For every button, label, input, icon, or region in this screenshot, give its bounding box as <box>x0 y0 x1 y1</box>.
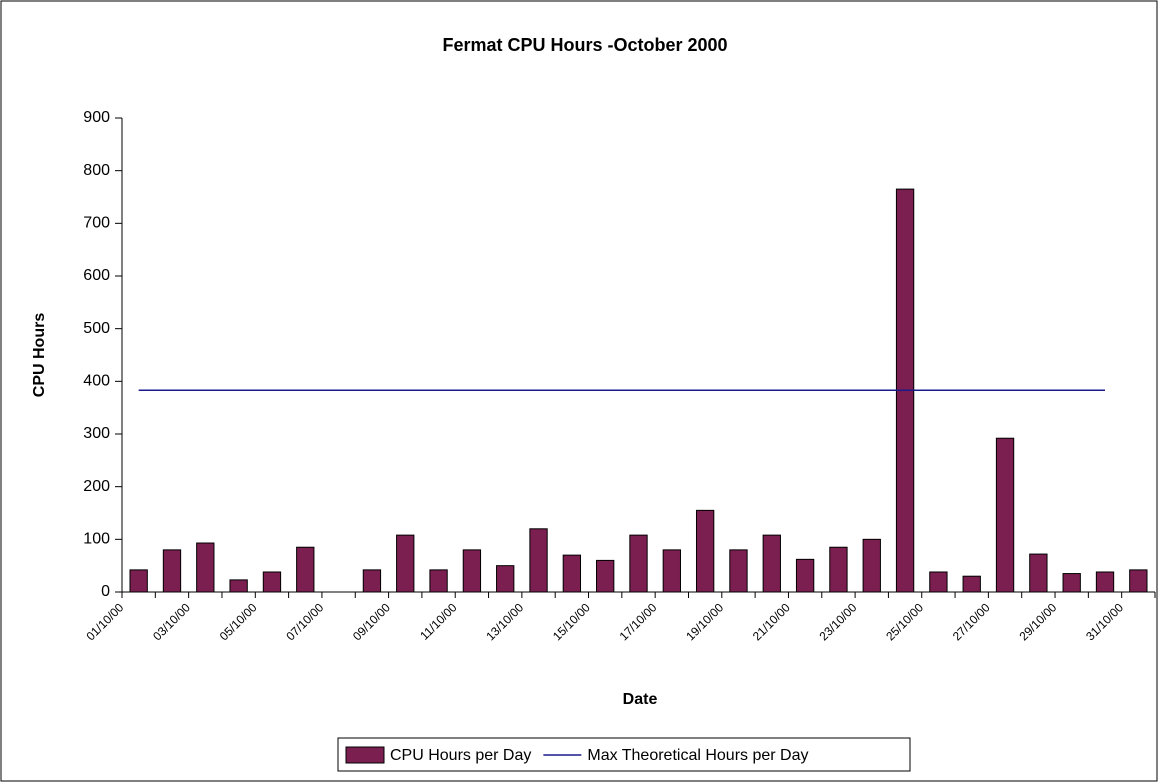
bar <box>662 549 681 593</box>
bar <box>1095 571 1115 593</box>
bar <box>129 569 148 593</box>
bar <box>429 569 448 593</box>
y-tick-label: 600 <box>83 267 110 284</box>
y-tick-label: 100 <box>83 531 110 548</box>
chart-title: Fermat CPU Hours -October 2000 <box>442 35 727 55</box>
legend-swatch <box>345 746 385 764</box>
bar <box>1129 569 1148 593</box>
y-tick-label: 500 <box>83 320 110 337</box>
bar <box>795 558 815 593</box>
bar <box>196 542 215 593</box>
bar <box>496 565 515 593</box>
bar <box>862 538 881 593</box>
bar <box>1062 573 1081 593</box>
bar <box>462 549 482 593</box>
y-tick-label: 800 <box>83 162 110 179</box>
x-axis-title: Date <box>623 691 658 708</box>
bar <box>629 534 648 593</box>
y-axis-title: CPU Hours <box>31 313 48 398</box>
bar <box>1029 553 1048 593</box>
bar <box>162 549 182 593</box>
bar <box>362 569 382 593</box>
legend: CPU Hours per Day Max Theoretical Hours p… <box>337 737 911 772</box>
legend-label: CPU Hours per Day <box>390 747 531 764</box>
y-tick-label: 400 <box>83 373 110 390</box>
bar <box>695 509 715 593</box>
bar <box>596 559 615 593</box>
legend-box <box>337 737 911 772</box>
bar <box>995 437 1015 593</box>
bar <box>296 546 315 593</box>
bar <box>962 575 981 593</box>
bar <box>229 579 248 593</box>
bar <box>562 554 582 593</box>
y-tick-label: 200 <box>83 478 110 495</box>
y-tick-label: 700 <box>83 215 110 232</box>
legend-label: Max Theoretical Hours per Day <box>587 747 808 764</box>
bar <box>729 549 748 593</box>
y-tick-label: 900 <box>83 109 110 126</box>
bar <box>529 528 548 593</box>
bar <box>829 546 848 593</box>
y-tick-label: 0 <box>101 583 110 600</box>
y-tick-label: 300 <box>83 425 110 442</box>
bar <box>762 534 781 593</box>
bar <box>396 534 415 593</box>
bar <box>262 571 282 593</box>
bar <box>929 571 948 593</box>
